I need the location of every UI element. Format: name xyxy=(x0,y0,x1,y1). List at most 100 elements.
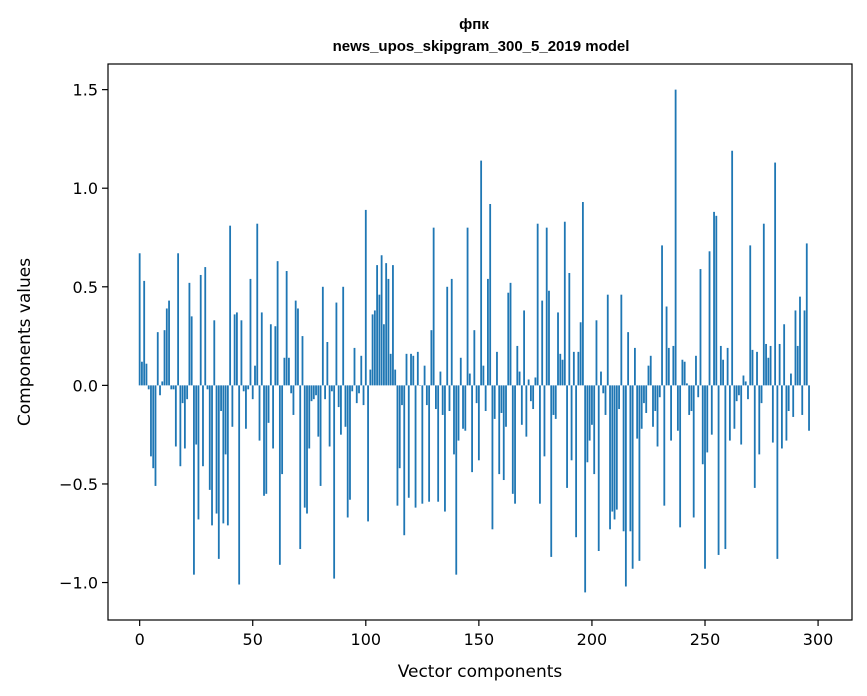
bar xyxy=(557,312,559,386)
bar xyxy=(186,385,189,400)
bar xyxy=(593,385,596,475)
bar xyxy=(475,385,478,404)
bar xyxy=(321,286,324,386)
bar xyxy=(258,385,261,441)
bar xyxy=(744,381,747,386)
bar xyxy=(254,365,256,386)
bar xyxy=(706,385,709,453)
bar xyxy=(498,385,501,475)
bar xyxy=(276,261,279,386)
bar xyxy=(613,385,616,520)
bar xyxy=(414,385,417,508)
bar xyxy=(577,351,580,386)
bar xyxy=(658,385,661,398)
x-tick-label: 250 xyxy=(690,630,721,649)
bar xyxy=(394,369,397,386)
x-tick-label: 150 xyxy=(464,630,495,649)
bar xyxy=(337,385,340,408)
bar xyxy=(713,211,715,386)
bar xyxy=(654,385,657,412)
bar xyxy=(349,385,351,500)
bar xyxy=(803,310,806,386)
bar xyxy=(181,385,184,404)
bar xyxy=(575,385,578,538)
bar xyxy=(622,385,625,532)
bar xyxy=(330,385,333,392)
chart-title: фпк xyxy=(459,16,489,33)
bar xyxy=(767,357,770,386)
bar xyxy=(543,385,546,457)
y-tick-label: 0.0 xyxy=(73,376,98,395)
bar xyxy=(405,353,408,386)
bar xyxy=(403,385,406,536)
bar xyxy=(249,278,252,386)
bar xyxy=(423,365,426,386)
bar xyxy=(416,351,419,386)
bar xyxy=(638,385,641,561)
bar xyxy=(328,385,331,447)
bar xyxy=(724,385,727,550)
bar xyxy=(726,347,729,386)
bar xyxy=(154,385,157,486)
bar xyxy=(756,351,758,386)
x-tick-label: 300 xyxy=(803,630,834,649)
bar xyxy=(561,359,564,386)
bar xyxy=(312,385,315,400)
bar xyxy=(371,314,374,386)
bar xyxy=(771,385,774,443)
bar xyxy=(333,385,336,579)
bar xyxy=(487,278,489,386)
bar xyxy=(500,385,503,413)
bar xyxy=(780,385,783,449)
bar xyxy=(292,385,295,415)
bar xyxy=(143,280,146,386)
bar xyxy=(672,345,675,386)
bar xyxy=(539,385,541,504)
bar xyxy=(670,385,672,441)
bar xyxy=(681,359,684,386)
bar xyxy=(193,385,195,575)
bar xyxy=(150,385,152,457)
plot-frame xyxy=(107,63,853,621)
bar xyxy=(507,292,510,386)
bar xyxy=(572,351,575,386)
bar xyxy=(520,385,523,425)
bar xyxy=(392,265,394,386)
bar xyxy=(794,310,797,386)
bar xyxy=(529,385,532,402)
bar xyxy=(240,320,243,386)
bar xyxy=(326,342,329,386)
bar xyxy=(367,385,369,522)
bar xyxy=(801,385,804,415)
bar xyxy=(606,294,609,386)
bar xyxy=(448,385,451,412)
bar xyxy=(382,324,385,386)
bar xyxy=(355,385,358,404)
bar xyxy=(496,351,498,386)
y-tick-label: 1.5 xyxy=(73,81,98,100)
bar xyxy=(591,385,593,425)
bar xyxy=(199,274,202,386)
bar xyxy=(242,385,245,392)
bar xyxy=(466,227,469,386)
bar xyxy=(785,385,788,441)
bar xyxy=(597,385,600,551)
bar xyxy=(145,363,148,386)
bar xyxy=(152,385,155,469)
bar xyxy=(482,365,485,386)
bar xyxy=(457,385,460,441)
bar xyxy=(301,336,304,386)
y-tick-label: 0.5 xyxy=(73,278,98,297)
bar xyxy=(229,225,232,386)
bar xyxy=(731,150,734,386)
bar xyxy=(308,385,311,449)
bar xyxy=(563,221,566,386)
bar xyxy=(525,385,528,437)
bar xyxy=(163,330,166,386)
bar xyxy=(516,345,519,386)
bar xyxy=(699,269,702,386)
bar xyxy=(340,385,342,435)
bar xyxy=(471,385,473,473)
bar xyxy=(511,385,514,494)
bar xyxy=(319,385,322,486)
